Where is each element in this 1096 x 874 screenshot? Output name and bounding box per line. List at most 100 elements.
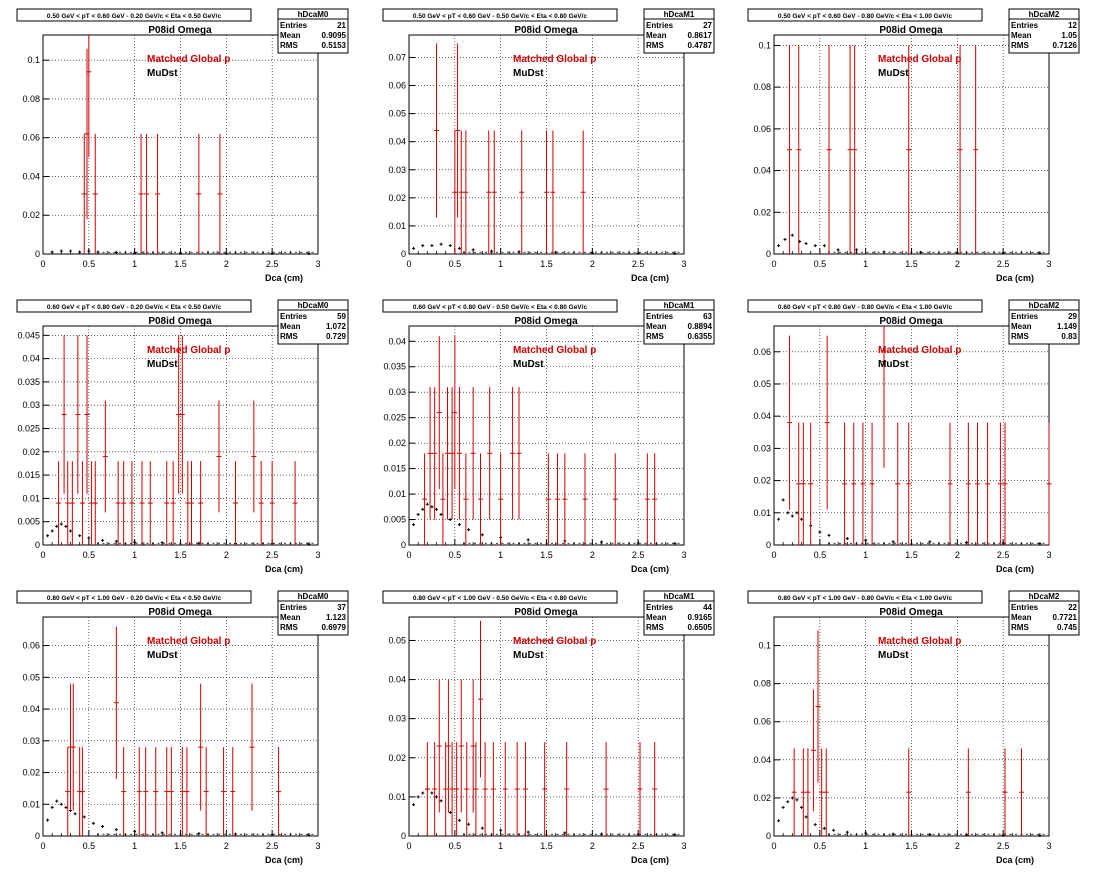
stats-label: Entries: [646, 312, 674, 321]
histogram-panel: 0 0.5 1 1.5 2 2.5 3 0 0.01 0.02 0.03 0.04 0.05 0.06 0.…: [382, 8, 715, 283]
panel-subtitle: P08id Omega: [148, 607, 212, 618]
stats-label: Entries: [646, 603, 674, 612]
stats-value: 0.8894: [688, 322, 713, 331]
title-box-frame: [747, 590, 983, 604]
stats-label: Entries: [1011, 603, 1039, 612]
panel-title: 0.60 GeV < pT < 0.80 GeV - 0.80 GeV/c < …: [778, 304, 953, 311]
y-tick-label: 0.02: [22, 210, 40, 220]
x-tick-label: 2.5: [632, 841, 645, 851]
x-tick-label: 2.5: [632, 259, 645, 269]
y-tick-label: 0.1: [758, 40, 771, 50]
x-tick-label: 1: [132, 550, 137, 560]
stats-box: hDcaM2 Entries 12 Mean 1.05 RMS 0.7126: [1008, 8, 1080, 54]
stats-label: Mean: [1011, 322, 1032, 331]
x-tick-label: 2.5: [266, 259, 279, 269]
title-box-frame: [16, 299, 252, 313]
x-tick-label: 1: [863, 550, 868, 560]
x-tick-label: 0: [40, 259, 45, 269]
stats-label: RMS: [1011, 41, 1029, 50]
stats-box-frame: [643, 590, 715, 636]
x-tick-label: 2: [955, 841, 960, 851]
stats-box: hDcaM1 Entries 63 Mean 0.8894 RMS 0.6355: [643, 299, 715, 345]
panel-title: 0.80 GeV < pT < 1.00 GeV - 0.20 GeV/c < …: [47, 595, 222, 602]
histogram-panel: 0 0.5 1 1.5 2 2.5 3 0 0.02 0.04 0.06 0.08 0.1 Dca (cm…: [747, 8, 1080, 283]
x-tick-label: 0: [40, 550, 45, 560]
y-tick-label: 0: [401, 831, 406, 841]
x-axis-label: Dca (cm): [631, 273, 669, 283]
stats-value: 0.8617: [688, 31, 713, 40]
x-axis-label: Dca (cm): [996, 855, 1034, 865]
panel-title: 0.60 GeV < pT < 0.80 GeV - 0.20 GeV/c < …: [47, 304, 222, 311]
x-tick-label: 2: [590, 259, 595, 269]
y-tick-label: 0.08: [753, 679, 771, 689]
y-tick-label: 0.04: [388, 336, 406, 346]
x-tick-label: 1.5: [174, 841, 187, 851]
y-tick-label: 0.01: [753, 508, 771, 518]
stats-box-frame: [1008, 8, 1080, 54]
x-tick-label: 1.5: [174, 550, 187, 560]
x-tick-label: 2.5: [997, 550, 1010, 560]
x-tick-label: 0.5: [449, 259, 462, 269]
x-tick-label: 2.5: [997, 841, 1010, 851]
x-tick-label: 2.5: [266, 550, 279, 560]
y-tick-label: 0.06: [753, 347, 771, 357]
x-tick-label: 0: [771, 841, 776, 851]
x-axis-label: Dca (cm): [265, 273, 303, 283]
x-tick-label: 2: [955, 550, 960, 560]
stats-value: 1.123: [326, 613, 347, 622]
stats-label: RMS: [280, 41, 298, 50]
y-tick-label: 0.02: [753, 476, 771, 486]
title-box-frame: [747, 8, 983, 22]
y-tick-label: 0.035: [17, 377, 40, 387]
panel-title-box: 0.50 GeV < pT < 0.60 GeV - 0.20 GeV/c < …: [16, 8, 252, 22]
stats-box: hDcaM1 Entries 27 Mean 0.8617 RMS 0.4787: [643, 8, 715, 54]
legend-matched: Matched Global p: [147, 636, 230, 647]
y-tick-label: 0.04: [22, 354, 40, 364]
stats-label: Entries: [1011, 21, 1039, 30]
stats-value: 37: [337, 603, 346, 612]
y-tick-label: 0.07: [388, 52, 406, 62]
x-tick-label: 0: [40, 841, 45, 851]
legend-matched: Matched Global p: [513, 636, 596, 647]
stats-label: Mean: [1011, 31, 1032, 40]
x-tick-label: 2: [955, 259, 960, 269]
y-tick-label: 0.02: [22, 768, 40, 778]
panel-subtitle: P08id Omega: [879, 607, 943, 618]
title-box-frame: [16, 590, 252, 604]
legend-matched: Matched Global p: [147, 54, 230, 65]
x-tick-label: 1.5: [540, 550, 553, 560]
stats-label: Mean: [280, 322, 301, 331]
y-tick-label: 0.06: [753, 717, 771, 727]
x-tick-label: 0: [771, 550, 776, 560]
stats-value: 0.4787: [688, 41, 713, 50]
y-tick-label: 0.02: [753, 793, 771, 803]
y-tick-label: 0.005: [383, 515, 406, 525]
stats-box-frame: [1008, 299, 1080, 345]
legend-matched: Matched Global p: [878, 345, 961, 356]
y-tick-label: 0.04: [388, 137, 406, 147]
x-axis-label: Dca (cm): [631, 855, 669, 865]
legend-mudst: MuDst: [878, 650, 909, 661]
legend-matched: Matched Global p: [513, 345, 596, 356]
x-tick-label: 0.5: [814, 259, 827, 269]
x-tick-label: 1: [863, 841, 868, 851]
stats-value: 0.83: [1061, 332, 1077, 341]
y-tick-label: 0.015: [383, 464, 406, 474]
x-tick-label: 2.5: [997, 259, 1010, 269]
stats-hist-name: hDcaM1: [664, 592, 695, 601]
title-box-frame: [382, 299, 618, 313]
stats-label: Entries: [280, 312, 308, 321]
histogram-panel: 0 0.5 1 1.5 2 2.5 3 0 0.005 0.01 0.015 0.02 0.025 0.0…: [382, 299, 715, 574]
panel-subtitle: P08id Omega: [879, 25, 943, 36]
stats-value: 0.6505: [688, 623, 713, 632]
y-tick-label: 0.01: [388, 792, 406, 802]
x-tick-label: 0.5: [449, 841, 462, 851]
x-tick-label: 0: [771, 259, 776, 269]
stats-box: hDcaM0 Entries 37 Mean 1.123 RMS 0.6979: [277, 590, 349, 636]
x-tick-label: 2.5: [266, 841, 279, 851]
stats-box: hDcaM1 Entries 44 Mean 0.9165 RMS 0.6505: [643, 590, 715, 636]
legend-mudst: MuDst: [147, 650, 178, 661]
stats-box: hDcaM0 Entries 21 Mean 0.9095 RMS 0.5153: [277, 8, 349, 54]
y-tick-label: 0.02: [388, 753, 406, 763]
y-tick-label: 0.04: [388, 675, 406, 685]
